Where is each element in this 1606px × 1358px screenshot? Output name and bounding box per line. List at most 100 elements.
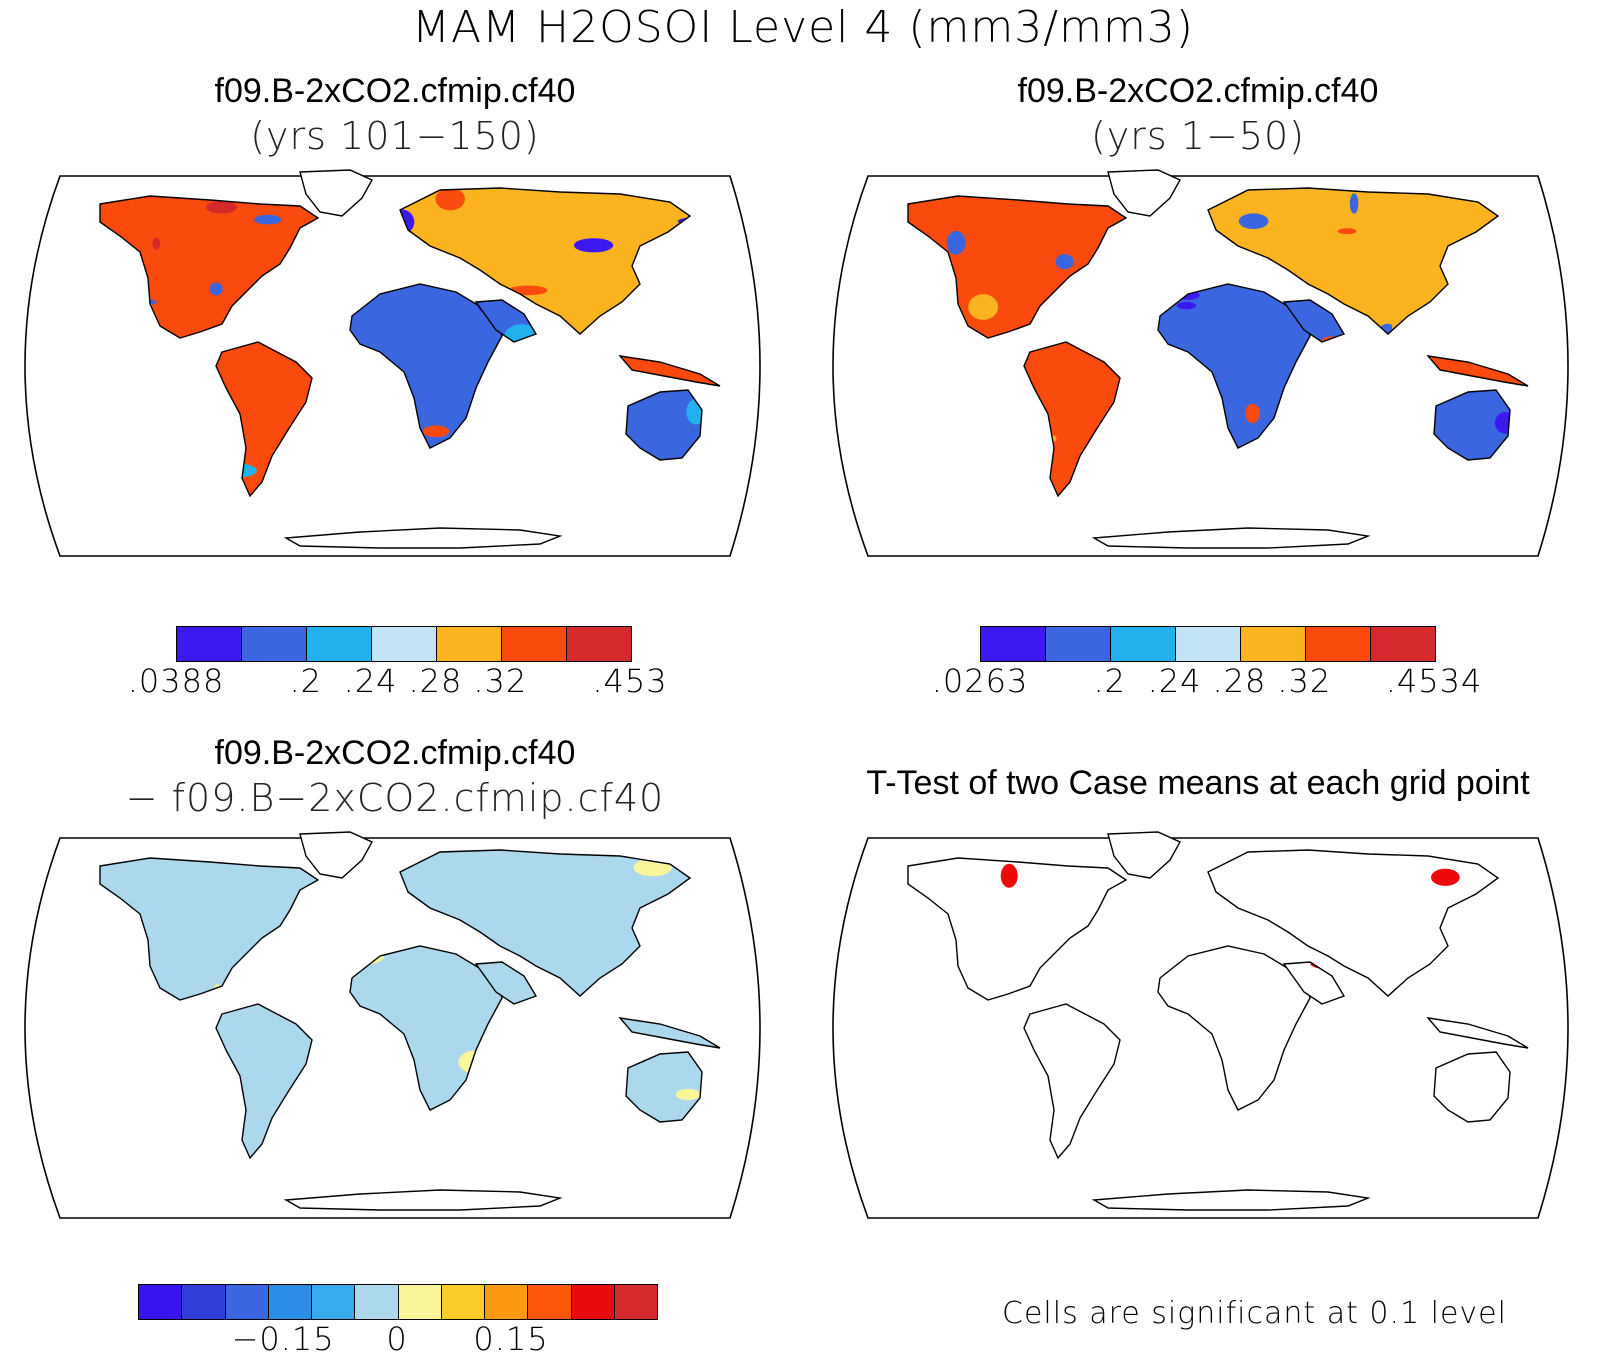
field-patch (825, 165, 851, 174)
indonesia-land (620, 1018, 720, 1048)
south-america-coastline (215, 341, 313, 498)
field-patch (1224, 164, 1246, 173)
field-patch (1578, 279, 1606, 289)
field-patch (755, 497, 782, 504)
colorbar-tick-label: .2 (289, 662, 322, 700)
north-america-coastline (99, 195, 320, 339)
colorbar-swatch (571, 1285, 615, 1319)
antarctica-coastline (283, 1189, 563, 1211)
arabia-land (1284, 962, 1344, 1004)
panel-3-colorbar (138, 1284, 658, 1320)
field-patch (117, 1218, 141, 1225)
panel-3-subtitle: − f09.B−2xCO2.cfmip.cf40 (125, 776, 665, 820)
colorbar-swatch (355, 1285, 399, 1319)
figure-title: MAM H2OSOI Level 4 (mm3/mm3) (412, 2, 1194, 53)
australia-land (626, 390, 702, 460)
field-patch (1010, 925, 1024, 942)
field-patch (765, 400, 787, 407)
field-patch (946, 230, 966, 255)
field-patch (1578, 1210, 1600, 1232)
south-america-land (216, 1004, 312, 1158)
field-patch (1, 1085, 18, 1096)
panel-4-map (832, 831, 1597, 1231)
field-patch (1531, 1224, 1551, 1231)
south-america-coastline (215, 1003, 313, 1160)
field-patch (767, 985, 788, 1010)
panel-2-colorbar (980, 626, 1436, 662)
field-patch (12, 463, 25, 484)
field-patch (770, 953, 782, 977)
field-patch (791, 274, 827, 290)
colorbar-tick-label: .24 (1147, 662, 1202, 700)
field-patch (1550, 167, 1569, 177)
field-patch (994, 977, 1005, 1000)
colorbar-swatch (441, 1285, 485, 1319)
arabia-coastline (1282, 961, 1346, 1005)
field-patch (1536, 556, 1568, 576)
field-patch (804, 825, 828, 839)
field-patch (833, 542, 845, 560)
arabia-coastline (1282, 299, 1346, 343)
field-patch (1, 899, 28, 912)
field-patch (9, 451, 28, 474)
colorbar-tick-label: 0 (386, 1320, 408, 1358)
europe-asia-coastline (399, 187, 692, 335)
field-patch (1586, 338, 1606, 350)
arabia-land (476, 962, 536, 1004)
field-patch (1055, 254, 1074, 270)
arabia-land (1284, 300, 1344, 342)
field-patch (770, 341, 800, 348)
field-patch (749, 244, 769, 267)
north-america-land (908, 196, 1126, 338)
colorbar-tick-label: .0263 (931, 662, 1029, 700)
field-patch (33, 158, 60, 177)
africa-coastline (349, 945, 503, 1111)
field-patch (1472, 1220, 1512, 1227)
field-patch (301, 1219, 333, 1227)
field-patch (1578, 412, 1603, 420)
field-patch (16, 505, 30, 528)
field-patch (1560, 476, 1585, 496)
greenland-coastline (1107, 831, 1181, 879)
field-patch (752, 257, 770, 273)
field-patch (135, 558, 168, 565)
colorbar-swatch (182, 1285, 226, 1319)
field-patch (20, 841, 30, 852)
field-patch (0, 1138, 39, 1150)
arabia-coastline (474, 961, 538, 1005)
field-patch (767, 172, 782, 189)
field-patch (572, 1219, 601, 1232)
field-patch (793, 1009, 825, 1019)
north-america-coastline (907, 195, 1128, 339)
australia-coastline (625, 389, 703, 461)
field-patch (1238, 213, 1269, 229)
field-patch (1571, 1216, 1595, 1239)
field-patch (752, 468, 787, 479)
colorbar-tick-label: .28 (1212, 662, 1267, 700)
africa-land (350, 284, 502, 448)
panel-1-subtitle: (yrs 101−150) (250, 114, 540, 158)
colorbar-tick-label: .2 (1093, 662, 1126, 700)
field-patch (265, 1077, 277, 1098)
north-america-coastline (907, 857, 1128, 1001)
field-patch (675, 1088, 701, 1101)
field-patch (799, 284, 828, 301)
field-patch (985, 159, 997, 177)
field-patch (7, 1127, 33, 1150)
colorbar-swatch (614, 1285, 657, 1319)
north-america-land (100, 858, 318, 1000)
field-patch (770, 1155, 809, 1166)
field-patch (1590, 294, 1601, 303)
africa-coastline (1157, 945, 1311, 1111)
field-patch (762, 551, 785, 558)
field-patch (1347, 824, 1374, 838)
indonesia-coastline (618, 1017, 721, 1049)
colorbar-swatch (485, 1285, 529, 1319)
field-patch (5, 984, 19, 1010)
field-patch (764, 1168, 788, 1190)
field-patch (0, 848, 20, 869)
colorbar-swatch (242, 627, 307, 661)
field-patch (492, 888, 527, 914)
field-patch (254, 214, 282, 225)
field-patch (1580, 975, 1597, 989)
